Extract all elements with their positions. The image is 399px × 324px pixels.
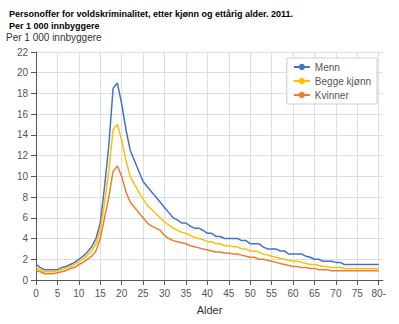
svg-text:45: 45 [223, 288, 235, 299]
svg-text:10: 10 [73, 288, 85, 299]
svg-text:10: 10 [17, 171, 29, 182]
svg-text:0: 0 [22, 275, 28, 286]
svg-text:22: 22 [17, 47, 29, 58]
svg-text:Personoffer for voldskriminali: Personoffer for voldskriminalitet, etter… [9, 9, 293, 19]
svg-text:16: 16 [17, 109, 29, 120]
svg-text:5: 5 [55, 288, 61, 299]
svg-text:2: 2 [22, 254, 28, 265]
svg-text:20: 20 [116, 288, 128, 299]
svg-text:55: 55 [266, 288, 278, 299]
svg-text:25: 25 [138, 288, 150, 299]
svg-text:65: 65 [309, 288, 321, 299]
svg-text:Per 1 000 innbyggere: Per 1 000 innbyggere [9, 21, 100, 31]
svg-text:Begge kjønn: Begge kjønn [315, 76, 371, 87]
svg-text:12: 12 [17, 150, 29, 161]
svg-text:18: 18 [17, 88, 29, 99]
svg-text:60: 60 [287, 288, 299, 299]
svg-text:Kvinner: Kvinner [315, 90, 350, 101]
svg-text:20: 20 [17, 67, 29, 78]
svg-text:14: 14 [17, 129, 29, 140]
svg-text:35: 35 [180, 288, 192, 299]
svg-text:8: 8 [22, 192, 28, 203]
svg-text:15: 15 [95, 288, 107, 299]
svg-text:6: 6 [22, 212, 28, 223]
svg-text:70: 70 [330, 288, 342, 299]
svg-text:75: 75 [352, 288, 364, 299]
svg-text:80-: 80- [371, 288, 385, 299]
svg-text:50: 50 [245, 288, 257, 299]
svg-text:4: 4 [22, 233, 28, 244]
svg-text:Alder: Alder [197, 304, 223, 316]
svg-text:40: 40 [202, 288, 214, 299]
svg-text:0: 0 [33, 288, 39, 299]
svg-text:Menn: Menn [315, 62, 340, 73]
svg-text:30: 30 [159, 288, 171, 299]
svg-text:Per 1 000 innbyggere: Per 1 000 innbyggere [6, 32, 102, 43]
